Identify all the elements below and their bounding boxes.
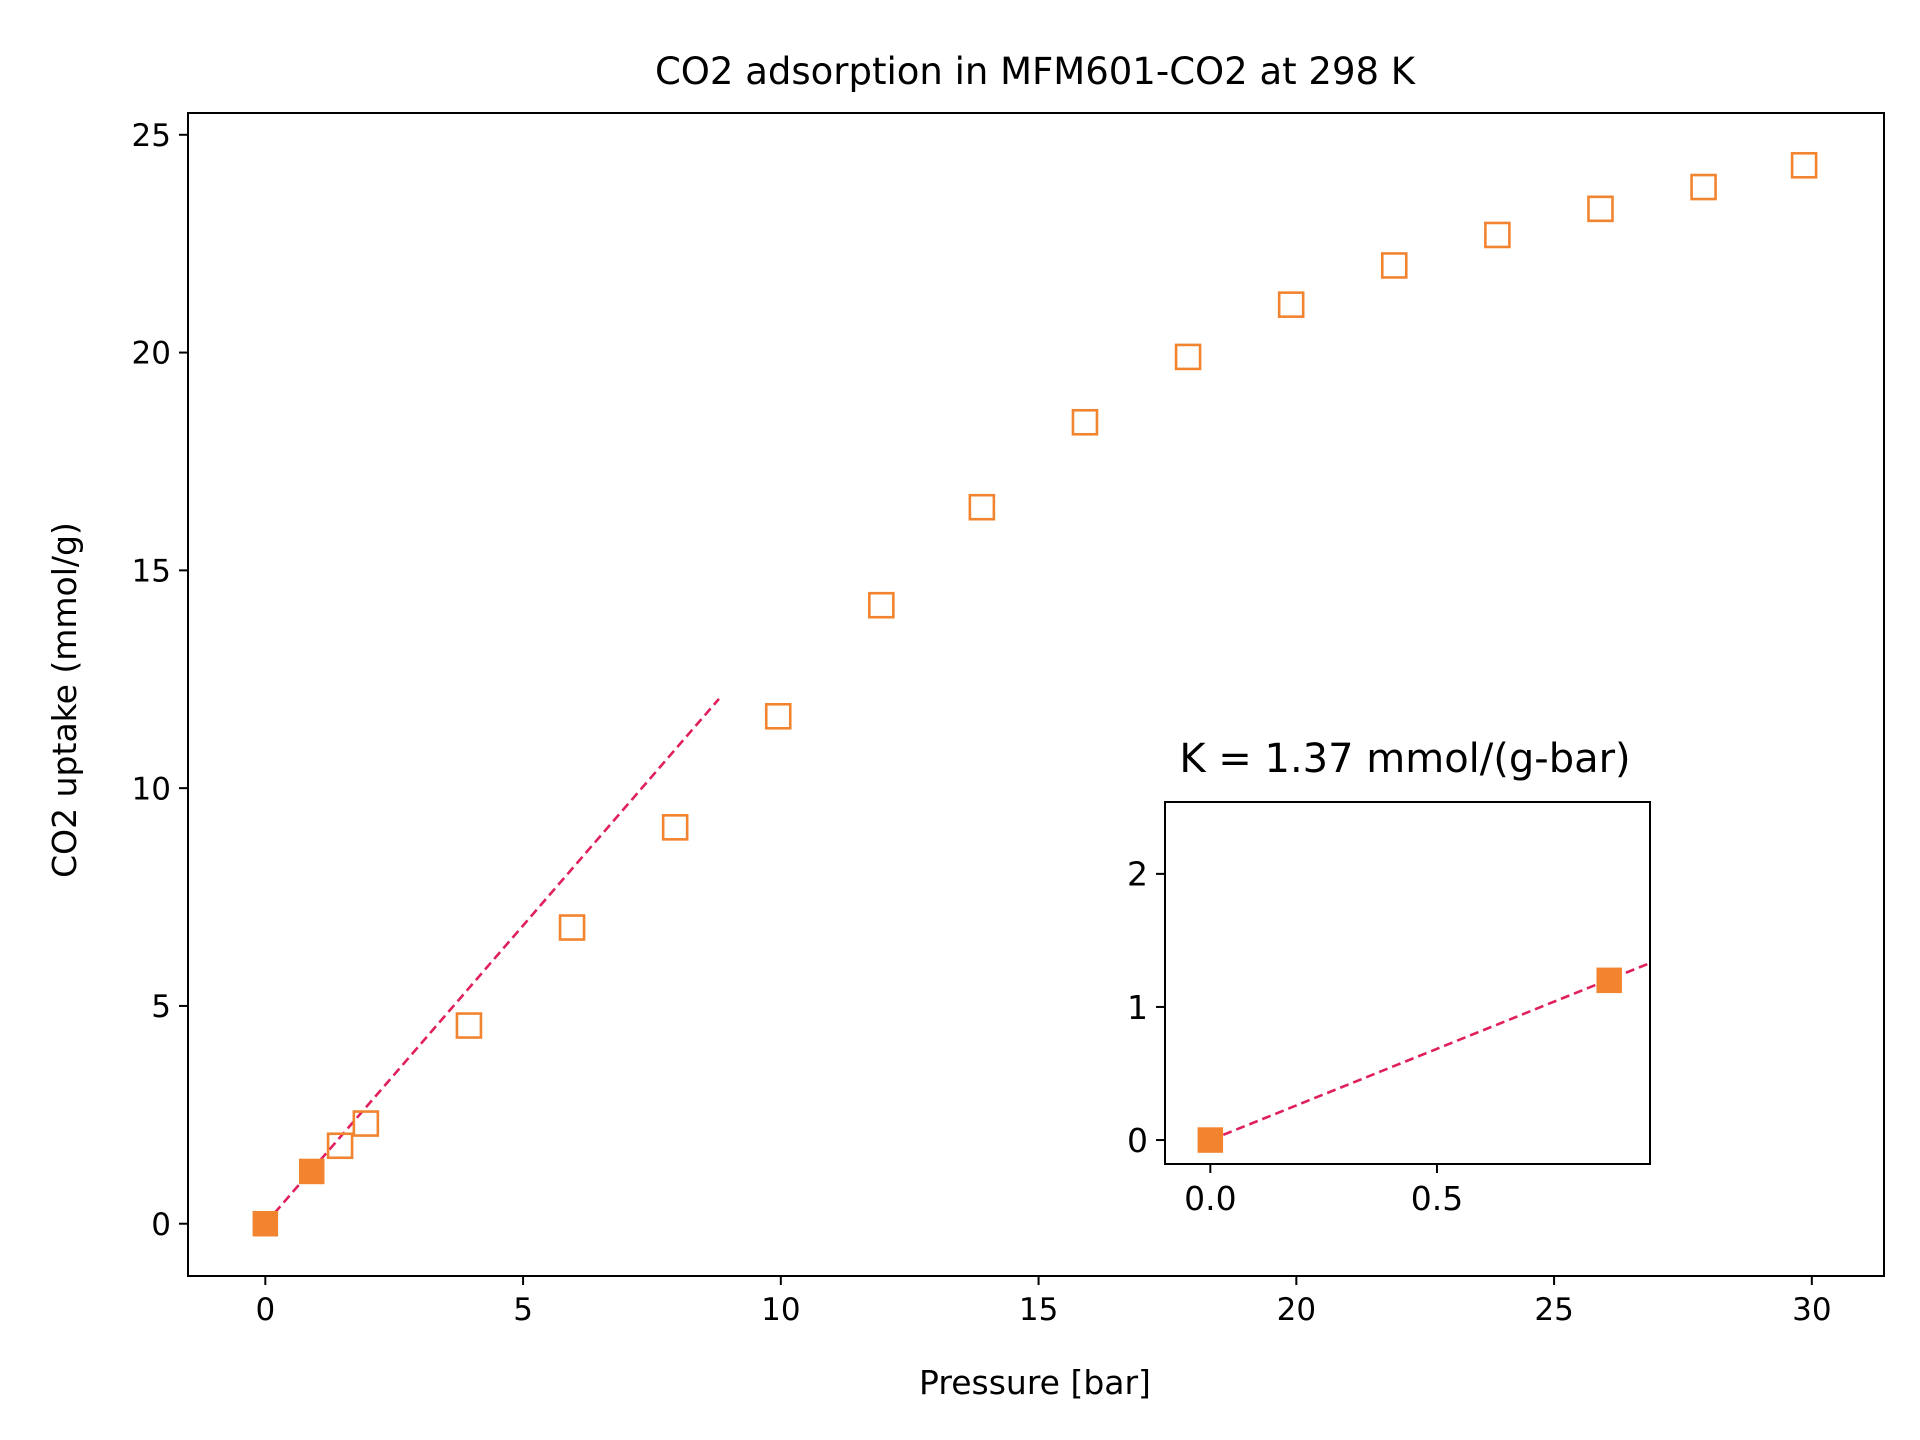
- main-open-point: [868, 591, 895, 619]
- main-y-tick-label: 20: [132, 336, 171, 372]
- main-open-point: [558, 914, 586, 941]
- inset-plot-background: [1165, 802, 1650, 1164]
- main-open-point: [1277, 291, 1305, 318]
- main-open-point: [455, 1012, 483, 1039]
- main-y-tick-label: 15: [132, 554, 171, 590]
- inset-filled-point: [1197, 1127, 1224, 1153]
- inset-ticks: 0.0 0.5 0 1 2: [1127, 855, 1463, 1218]
- main-open-point: [661, 814, 689, 841]
- main-x-tick-label: 10: [761, 1292, 800, 1328]
- main-open-point: [1790, 151, 1818, 179]
- main-x-axis-label: Pressure [bar]: [919, 1363, 1151, 1402]
- main-x-tick-label: 5: [513, 1292, 533, 1328]
- inset-y-tick-label: 2: [1127, 855, 1148, 894]
- main-x-tick-label: 20: [1277, 1292, 1316, 1328]
- main-open-point: [1380, 252, 1408, 279]
- main-fit-line: [264, 698, 720, 1225]
- main-plot-frame: [187, 112, 1885, 1277]
- main-y-tick-label: 5: [151, 989, 171, 1025]
- main-open-point: [1071, 408, 1099, 436]
- main-y-axis-label: CO2 uptake (mmol/g): [45, 522, 84, 878]
- inset-marks: [1197, 961, 1651, 1153]
- inset-fit-line: [1209, 961, 1651, 1142]
- inset-x-tick-label: 0.5: [1411, 1179, 1463, 1218]
- inset-filled-point: [1596, 967, 1622, 994]
- inset-y-tick-label: 1: [1127, 988, 1148, 1027]
- main-x-tick-label: 0: [255, 1292, 275, 1328]
- main-chart: CO2 adsorption in MFM601-CO2 at 298 K Pr…: [45, 50, 1885, 1402]
- main-marks: [252, 151, 1818, 1237]
- main-x-tick-label: 30: [1792, 1292, 1831, 1328]
- main-open-point: [1484, 221, 1511, 249]
- main-open-point: [1174, 343, 1202, 371]
- inset-chart: K = 1.37 mmol/(g-bar) 0.0 0.5 0 1 2: [1127, 736, 1651, 1218]
- inset-x-tick-label: 0.0: [1184, 1179, 1236, 1218]
- main-chart-title: CO2 adsorption in MFM601-CO2 at 298 K: [655, 50, 1417, 93]
- main-open-point: [968, 493, 996, 521]
- inset-y-tick-label: 0: [1127, 1121, 1148, 1160]
- main-open-point: [764, 702, 792, 730]
- main-open-point: [352, 1110, 380, 1137]
- main-y-tick-label: 25: [132, 118, 171, 154]
- main-open-point: [1587, 195, 1614, 223]
- inset-plot-frame: [1164, 801, 1651, 1165]
- main-x-tick-label: 15: [1019, 1292, 1058, 1328]
- main-open-point: [326, 1132, 354, 1160]
- main-filled-point: [298, 1158, 325, 1185]
- main-y-tick-label: 0: [151, 1207, 171, 1243]
- inset-chart-title: K = 1.37 mmol/(g-bar): [1179, 736, 1630, 782]
- main-open-point: [1690, 173, 1717, 201]
- main-filled-point: [252, 1210, 279, 1237]
- main-y-tick-label: 10: [132, 771, 171, 807]
- main-x-tick-label: 25: [1534, 1292, 1573, 1328]
